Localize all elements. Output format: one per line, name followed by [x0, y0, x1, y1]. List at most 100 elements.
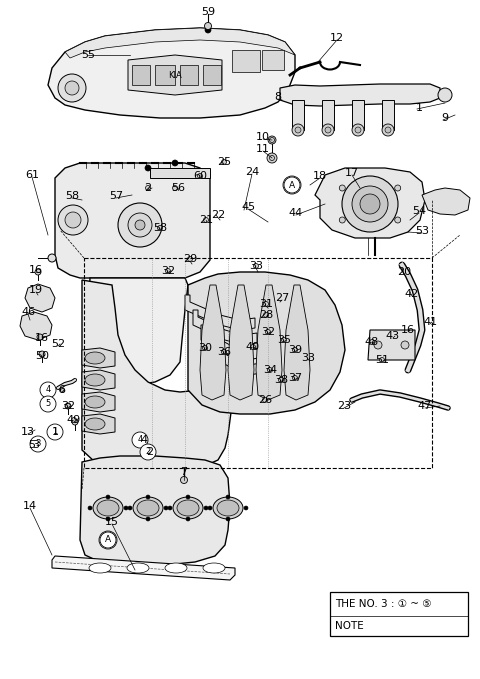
- Text: 4: 4: [46, 386, 50, 394]
- Polygon shape: [284, 285, 310, 400]
- Polygon shape: [20, 312, 52, 340]
- Polygon shape: [201, 325, 259, 360]
- Ellipse shape: [93, 497, 123, 519]
- Circle shape: [180, 477, 188, 483]
- Circle shape: [204, 217, 208, 223]
- Text: 23: 23: [337, 401, 351, 411]
- Polygon shape: [422, 188, 470, 215]
- Bar: [84, 258, 432, 468]
- Circle shape: [35, 269, 41, 275]
- Text: 4: 4: [137, 435, 143, 445]
- Text: 24: 24: [245, 167, 259, 177]
- Circle shape: [355, 127, 361, 133]
- Text: 16: 16: [401, 325, 415, 335]
- Circle shape: [65, 81, 79, 95]
- Polygon shape: [368, 330, 415, 360]
- Ellipse shape: [203, 563, 225, 573]
- Text: 40: 40: [246, 342, 260, 352]
- Polygon shape: [200, 285, 226, 400]
- Text: 54: 54: [412, 206, 426, 216]
- Circle shape: [325, 127, 331, 133]
- Circle shape: [401, 341, 409, 349]
- Circle shape: [221, 350, 227, 354]
- Text: 48: 48: [365, 337, 379, 347]
- Text: 31: 31: [259, 299, 273, 309]
- Circle shape: [244, 506, 248, 510]
- Text: 59: 59: [201, 7, 215, 17]
- Text: 47: 47: [418, 401, 432, 411]
- Ellipse shape: [85, 418, 105, 430]
- Circle shape: [40, 382, 56, 398]
- Ellipse shape: [177, 500, 199, 516]
- Polygon shape: [155, 65, 175, 85]
- Circle shape: [208, 506, 212, 510]
- Text: 5: 5: [46, 399, 50, 409]
- Ellipse shape: [217, 500, 239, 516]
- Text: 20: 20: [397, 267, 411, 277]
- Text: 1: 1: [52, 428, 58, 437]
- Text: 16: 16: [29, 265, 43, 275]
- Text: 27: 27: [275, 293, 289, 303]
- Text: A: A: [105, 536, 111, 545]
- Text: NOTE: NOTE: [335, 621, 364, 631]
- Polygon shape: [180, 65, 198, 85]
- Circle shape: [352, 124, 364, 136]
- Circle shape: [60, 388, 64, 392]
- Text: 32: 32: [261, 327, 275, 337]
- Text: 46: 46: [21, 307, 35, 317]
- Text: 28: 28: [259, 310, 273, 320]
- Circle shape: [269, 155, 275, 160]
- Text: 22: 22: [211, 210, 225, 220]
- Text: 14: 14: [23, 501, 37, 511]
- Text: 2: 2: [146, 447, 154, 457]
- Text: 32: 32: [61, 401, 75, 411]
- Circle shape: [204, 506, 208, 510]
- Circle shape: [251, 344, 255, 350]
- Polygon shape: [80, 456, 230, 565]
- Text: 10: 10: [256, 132, 270, 142]
- Text: 38: 38: [274, 375, 288, 385]
- Ellipse shape: [85, 352, 105, 364]
- Circle shape: [322, 124, 334, 136]
- Text: 35: 35: [277, 335, 291, 345]
- Circle shape: [100, 532, 116, 548]
- Text: A: A: [289, 181, 295, 189]
- Text: 49: 49: [67, 415, 81, 425]
- Circle shape: [106, 495, 110, 499]
- Text: 56: 56: [171, 183, 185, 193]
- Circle shape: [188, 257, 192, 261]
- Text: 29: 29: [183, 254, 197, 264]
- Circle shape: [264, 301, 268, 306]
- Text: 50: 50: [35, 351, 49, 361]
- Text: 16: 16: [35, 333, 49, 343]
- Polygon shape: [82, 348, 115, 368]
- Text: 4: 4: [141, 435, 147, 445]
- Circle shape: [295, 127, 301, 133]
- Text: 41: 41: [423, 317, 437, 327]
- Circle shape: [58, 74, 86, 102]
- Text: 18: 18: [313, 171, 327, 181]
- Polygon shape: [193, 310, 257, 345]
- Circle shape: [268, 136, 276, 144]
- Polygon shape: [150, 168, 210, 178]
- Text: 6: 6: [59, 385, 65, 395]
- Text: 39: 39: [288, 345, 302, 355]
- Circle shape: [72, 418, 76, 422]
- Text: 2: 2: [144, 183, 152, 193]
- Text: 5: 5: [28, 440, 36, 450]
- Text: 58: 58: [65, 191, 79, 201]
- Text: 13: 13: [21, 427, 35, 437]
- Circle shape: [380, 358, 384, 363]
- Circle shape: [146, 495, 150, 499]
- Circle shape: [395, 185, 401, 191]
- Circle shape: [106, 517, 110, 521]
- Polygon shape: [185, 295, 255, 330]
- Circle shape: [395, 217, 401, 223]
- Polygon shape: [188, 272, 345, 414]
- Text: 32: 32: [161, 266, 175, 276]
- Text: 37: 37: [288, 373, 302, 383]
- Polygon shape: [232, 50, 260, 72]
- Circle shape: [352, 186, 388, 222]
- Polygon shape: [65, 28, 295, 58]
- Circle shape: [135, 220, 145, 230]
